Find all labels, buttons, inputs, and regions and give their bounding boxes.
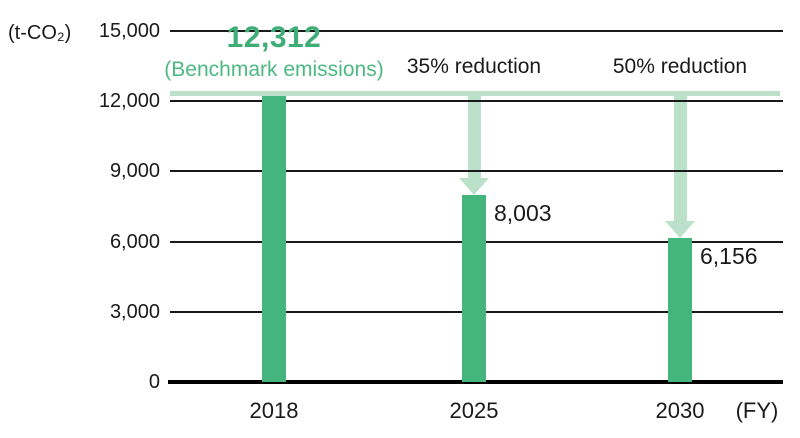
reduction-arrow-shaft — [467, 95, 481, 178]
y-axis-unit-label: (t-CO₂) — [8, 22, 72, 44]
y-tick-label: 12,000 — [98, 90, 160, 113]
benchmark-value: 12,312 — [226, 21, 322, 54]
x-tick-label-2030: 2030 — [655, 398, 705, 423]
reduction-arrow-shaft — [673, 95, 687, 221]
reduction-label: 35% reduction — [406, 55, 542, 78]
benchmark-line — [170, 91, 780, 97]
reduction-arrow-head — [459, 177, 489, 195]
reduction-label: 50% reduction — [612, 55, 748, 78]
x-axis-baseline — [168, 380, 783, 384]
bar-2030 — [668, 237, 692, 382]
gridline — [170, 30, 783, 32]
x-tick-label-2025: 2025 — [449, 398, 499, 423]
y-tick-label: 3,000 — [109, 300, 160, 323]
gridline — [170, 170, 783, 173]
y-tick-label: 0 — [148, 371, 160, 393]
gridline — [170, 100, 783, 103]
y-tick-label: 15,000 — [98, 20, 160, 42]
x-tick-label-2018: 2018 — [249, 398, 299, 423]
bar-2018 — [262, 93, 286, 382]
benchmark-caption: (Benchmark emissions) — [164, 58, 384, 81]
bar-2025 — [462, 194, 486, 382]
reduction-arrow-head — [665, 220, 695, 238]
y-tick-label: 6,000 — [109, 230, 160, 253]
x-axis-unit-label: (FY) — [735, 398, 779, 423]
y-tick-label: 9,000 — [109, 160, 160, 183]
bar-value-label: 8,003 — [494, 199, 552, 226]
bar-value-label: 6,156 — [700, 242, 758, 269]
